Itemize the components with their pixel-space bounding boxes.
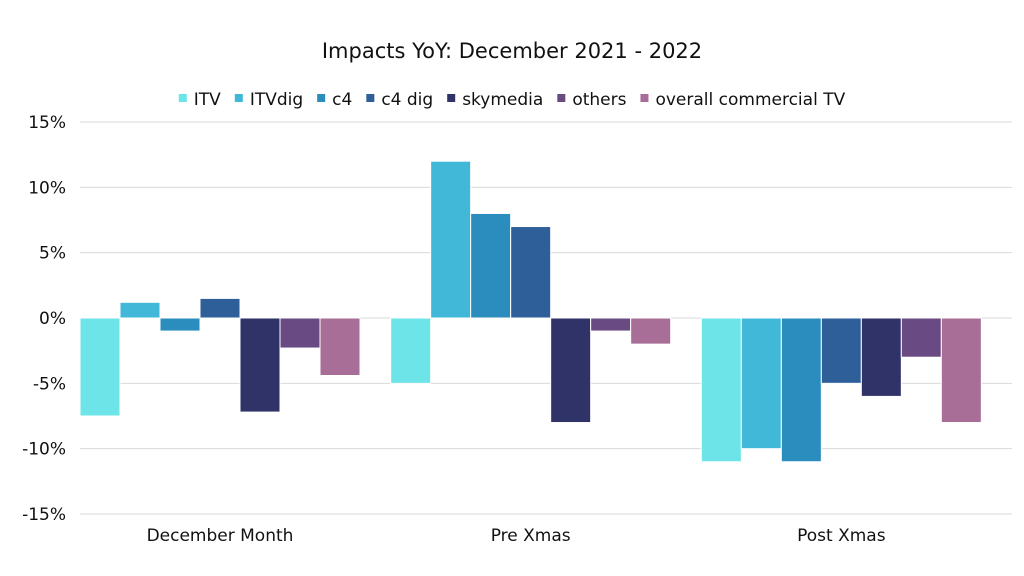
bar-itvdig-2 xyxy=(430,160,472,319)
y-tick-label: -5% xyxy=(33,374,66,394)
bar-itv-2 xyxy=(390,317,432,384)
legend-label: c4 xyxy=(332,90,352,110)
legend-label: others xyxy=(572,90,626,110)
x-category-label: Post Xmas xyxy=(797,526,886,546)
bar-others-2 xyxy=(590,317,632,332)
legend-item: others xyxy=(557,90,627,110)
legend-swatch xyxy=(447,94,456,102)
y-tick-label: 10% xyxy=(28,178,66,198)
chart-title: Impacts YoY: December 2021 - 2022 xyxy=(322,39,702,63)
bar-skymedia-1 xyxy=(239,317,281,413)
y-axis: 15% 10% 5% 0% -5% -10% -15% xyxy=(22,113,66,525)
legend-item: ITV xyxy=(178,90,221,110)
legend-item: c4 xyxy=(317,90,352,110)
bar-c4-dig-2 xyxy=(510,226,552,319)
y-tick-label: 15% xyxy=(28,113,66,133)
bar-c4-dig-1 xyxy=(199,297,241,319)
legend-label: ITV xyxy=(194,90,221,110)
legend-item: overall commercial TV xyxy=(640,90,846,110)
bars xyxy=(79,160,982,463)
bar-c4-dig-3 xyxy=(820,317,862,384)
y-tick-label: -10% xyxy=(22,440,66,460)
legend-swatch xyxy=(557,94,566,102)
x-category-label: December Month xyxy=(147,526,294,546)
legend-swatch xyxy=(178,94,187,102)
bar-overall-commercial-tv-2 xyxy=(630,317,672,345)
legend-label: c4 dig xyxy=(381,90,433,110)
legend-swatch xyxy=(366,94,375,102)
y-tick-label: 5% xyxy=(39,244,66,264)
bar-c4-2 xyxy=(470,212,512,319)
bar-others-3 xyxy=(900,317,942,358)
y-tick-label: 0% xyxy=(39,309,66,329)
legend-swatch xyxy=(317,94,326,102)
legend-item: skymedia xyxy=(447,90,543,110)
bar-itv-3 xyxy=(700,317,742,463)
bar-itvdig-1 xyxy=(119,301,161,319)
bar-itvdig-3 xyxy=(740,317,782,450)
bar-overall-commercial-tv-3 xyxy=(940,317,982,424)
bar-itv-1 xyxy=(79,317,121,417)
legend-item: ITVdig xyxy=(234,90,303,110)
x-axis: December Month Pre Xmas Post Xmas xyxy=(147,526,886,546)
bar-c4-3 xyxy=(780,317,822,463)
legend-label: ITVdig xyxy=(250,90,303,110)
bar-others-1 xyxy=(279,317,321,349)
legend-swatch xyxy=(234,94,243,102)
legend-item: c4 dig xyxy=(366,90,433,110)
bar-overall-commercial-tv-1 xyxy=(319,317,361,376)
legend-label: skymedia xyxy=(462,90,543,110)
legend-swatch xyxy=(640,94,649,102)
legend: ITV ITVdig c4 c4 dig skymedia others overall c… xyxy=(178,90,846,110)
legend-label: overall commercial TV xyxy=(655,90,845,110)
x-category-label: Pre Xmas xyxy=(491,526,571,546)
bar-skymedia-2 xyxy=(550,317,592,424)
bar-skymedia-3 xyxy=(860,317,902,397)
y-tick-label: -15% xyxy=(22,505,66,525)
bar-c4-1 xyxy=(159,317,201,332)
